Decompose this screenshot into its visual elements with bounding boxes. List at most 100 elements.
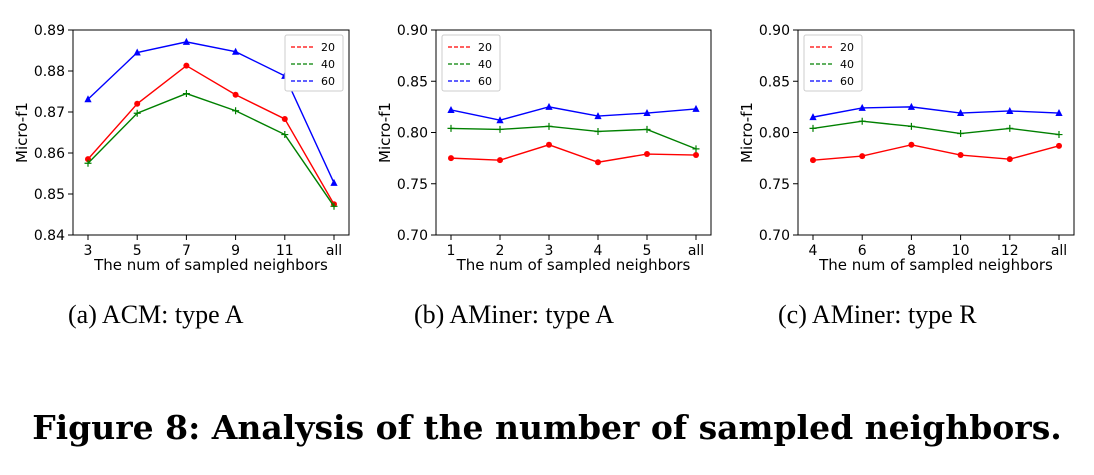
y-tick-label: 0.75: [397, 177, 428, 193]
legend-label-60: 60: [321, 75, 335, 88]
plot-frame: [72, 29, 350, 236]
data-point-60: [545, 102, 553, 110]
data-point-20: [859, 153, 866, 160]
data-point-20: [232, 91, 239, 98]
data-point-60: [182, 37, 190, 45]
legend-label-60: 60: [840, 75, 854, 88]
data-point-60: [447, 105, 455, 113]
data-point-40: [643, 125, 651, 133]
data-point-20: [1006, 156, 1013, 163]
legend-label-40: 40: [478, 58, 492, 71]
x-tick-label: all: [1051, 243, 1067, 259]
series-line-20: [812, 144, 1060, 161]
data-point-60: [133, 48, 141, 56]
y-axis-title: Micro-f1: [738, 102, 756, 163]
x-tick-label: 2: [496, 243, 505, 259]
x-tick-label: 4: [809, 243, 818, 259]
data-point-60: [692, 104, 700, 112]
data-point-20: [810, 157, 816, 164]
legend-label-40: 40: [840, 58, 854, 71]
series-line-60: [812, 106, 1060, 118]
series-line-40: [450, 125, 697, 150]
y-tick-label: 0.90: [397, 23, 428, 39]
data-point-40: [957, 130, 965, 138]
x-tick-label: 7: [182, 243, 191, 259]
data-point-20: [281, 115, 288, 122]
x-tick-label: 9: [231, 243, 240, 259]
data-point-20: [183, 62, 190, 69]
legend-box: [284, 34, 344, 92]
data-point-40: [1006, 124, 1014, 132]
data-point-40: [907, 122, 915, 130]
legend-label-20: 20: [840, 41, 854, 54]
series-line-40: [87, 92, 335, 207]
y-tick-label: 0.85: [34, 187, 65, 203]
y-tick-label: 0.89: [34, 23, 65, 39]
data-point-20: [497, 157, 503, 164]
legend-box: [441, 34, 501, 92]
y-tick-label: 0.88: [34, 64, 65, 80]
x-tick-label: 5: [133, 243, 142, 259]
series-line-40: [812, 120, 1060, 136]
y-tick-label: 0.70: [759, 228, 790, 244]
x-tick-label: 4: [594, 243, 603, 259]
x-tick-label: 8: [907, 243, 916, 259]
y-tick-label: 0.85: [759, 74, 790, 90]
data-point-20: [1056, 142, 1062, 149]
x-tick-label: 3: [545, 243, 554, 259]
data-point-60: [858, 103, 866, 111]
data-point-60: [594, 112, 602, 120]
x-tick-label: 12: [1001, 243, 1019, 259]
caption-a: (a) ACM: type A: [68, 300, 244, 329]
y-tick-label: 0.75: [759, 177, 790, 193]
data-point-60: [1055, 109, 1063, 117]
x-tick-label: all: [688, 243, 704, 259]
data-point-60: [809, 113, 817, 121]
data-point-60: [232, 47, 240, 55]
x-tick-label: 6: [858, 243, 867, 259]
y-axis-title: Micro-f1: [376, 102, 394, 163]
data-point-60: [1006, 106, 1014, 114]
data-point-40: [84, 159, 92, 167]
data-point-40: [182, 90, 190, 98]
data-point-40: [447, 124, 455, 132]
data-point-20: [546, 141, 552, 148]
y-tick-label: 0.80: [397, 126, 428, 142]
data-point-20: [644, 151, 650, 158]
x-axis-title: The num of sampled neighbors: [93, 256, 328, 274]
x-tick-label: 1: [447, 243, 456, 259]
x-tick-label: 10: [952, 243, 970, 259]
data-point-40: [496, 125, 504, 133]
data-point-40: [809, 124, 817, 132]
x-tick-label: 5: [643, 243, 652, 259]
y-axis-title: Micro-f1: [13, 102, 31, 163]
y-tick-label: 0.85: [397, 74, 428, 90]
x-tick-label: 3: [84, 243, 93, 259]
legend-box: [803, 34, 863, 92]
caption-b: (b) AMiner: type A: [414, 300, 615, 329]
data-point-60: [84, 95, 92, 103]
series-line-60: [450, 106, 697, 121]
data-point-60: [330, 178, 338, 186]
series-line-20: [450, 144, 697, 163]
data-point-20: [85, 156, 91, 163]
y-tick-label: 0.80: [759, 126, 790, 142]
data-point-40: [858, 117, 866, 125]
y-tick-label: 0.90: [759, 23, 790, 39]
y-tick-label: 0.70: [397, 228, 428, 244]
legend-label-40: 40: [321, 58, 335, 71]
data-point-20: [908, 141, 915, 148]
y-tick-label: 0.86: [34, 146, 65, 162]
series-line-20: [87, 64, 335, 205]
data-point-40: [692, 145, 700, 153]
data-point-60: [957, 109, 965, 117]
figure-caption: Figure 8: Analysis of the number of samp…: [32, 408, 1062, 447]
x-axis-title: The num of sampled neighbors: [456, 256, 691, 274]
data-point-20: [595, 159, 601, 166]
data-point-40: [330, 202, 338, 210]
data-point-40: [594, 127, 602, 135]
